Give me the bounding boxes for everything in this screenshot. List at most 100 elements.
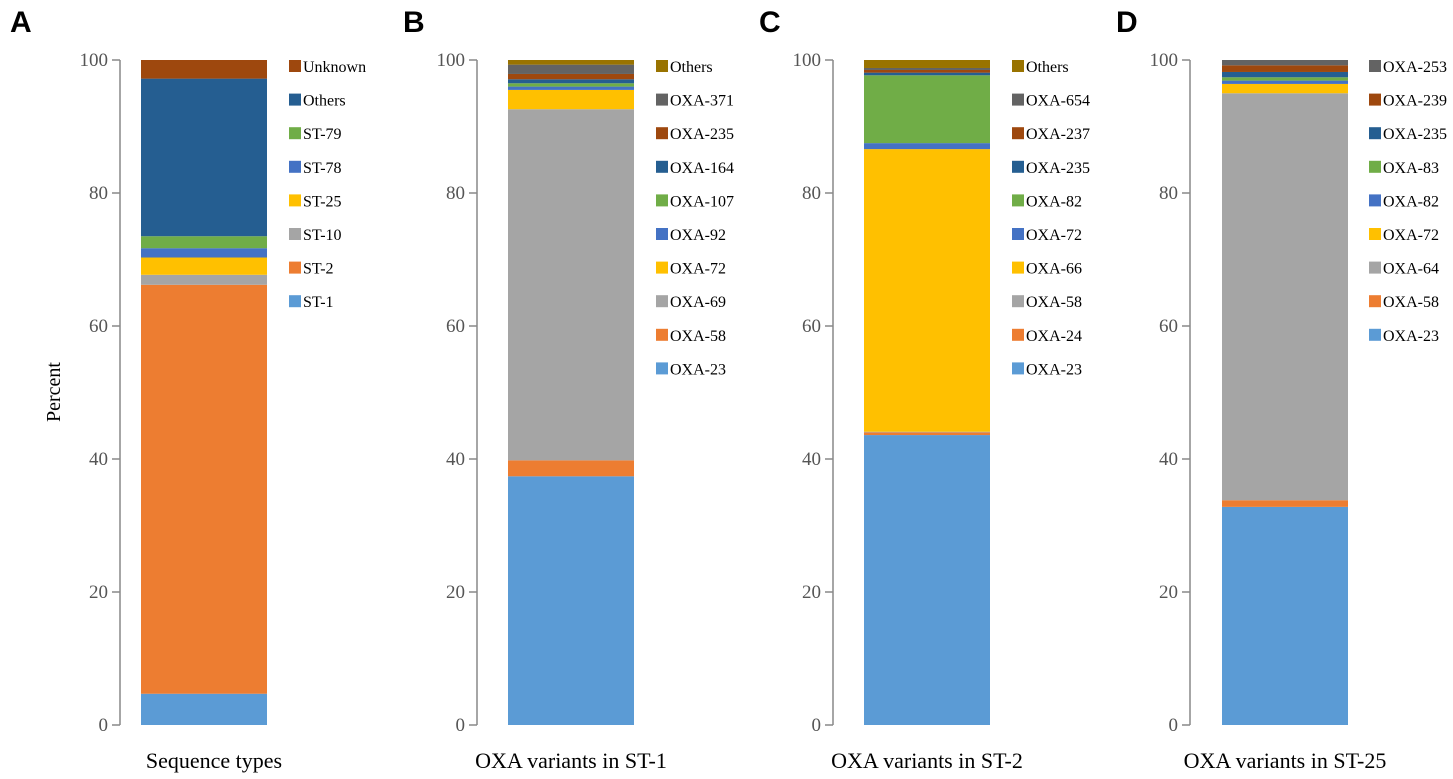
bar-segment-oxa-371	[508, 64, 634, 74]
legend-label: ST-1	[303, 294, 334, 311]
legend-swatch	[289, 127, 301, 140]
x-axis-label: OXA variants in ST-1	[475, 748, 667, 773]
bar-segment-oxa-253	[1222, 60, 1348, 66]
legend-label: OXA-69	[670, 294, 726, 311]
bar-segment-oxa-92	[508, 86, 634, 90]
legend-label: OXA-83	[1383, 160, 1439, 177]
legend-label: OXA-235	[1383, 126, 1447, 143]
bar-segment-oxa-64	[1222, 93, 1348, 501]
legend-item-st-78: ST-78	[289, 160, 342, 177]
legend-item-oxa-83: OXA-83	[1369, 160, 1439, 177]
y-tick-label: 0	[812, 715, 822, 736]
legend-swatch	[1369, 60, 1381, 72]
y-tick-label: 0	[1169, 715, 1179, 736]
y-tick-label: 60	[446, 316, 465, 337]
bar-segment-oxa-235	[864, 72, 990, 76]
y-tick-label: 100	[793, 50, 822, 71]
bar-segment-oxa-58	[1222, 500, 1348, 507]
legend-swatch	[656, 127, 668, 140]
legend-swatch	[656, 362, 668, 375]
bar-segment-oxa-82	[1222, 80, 1348, 84]
legend-swatch	[289, 160, 301, 173]
bar-segment-st-2	[141, 284, 267, 694]
bar-segment-st-25	[141, 257, 267, 275]
bar-segment-oxa-72	[1222, 83, 1348, 94]
legend-label: OXA-23	[1383, 328, 1439, 345]
panel-b: B 0 20 40 60 80 100 Others OXA-371 OXA-235 OXA-164…	[403, 6, 734, 773]
y-tick-label: 100	[80, 50, 109, 71]
legend-label: ST-79	[303, 126, 342, 143]
legend-label: OXA-23	[670, 361, 726, 378]
panel-letter: A	[10, 6, 32, 39]
legend-item-oxa-235: OXA-235	[656, 126, 734, 143]
legend-swatch	[1369, 295, 1381, 308]
y-tick-label: 40	[89, 449, 108, 470]
legend-label: Others	[303, 93, 346, 110]
legend-swatch	[656, 160, 668, 173]
legend-label: OXA-72	[670, 261, 726, 278]
y-tick-label: 80	[802, 183, 821, 204]
legend-item-oxa-72: OXA-72	[1369, 227, 1439, 244]
legend-label: ST-2	[303, 261, 334, 278]
y-tick-label: 60	[802, 316, 821, 337]
legend-label: OXA-371	[670, 93, 734, 110]
legend-item-st-10: ST-10	[289, 227, 342, 244]
legend-item-oxa-58: OXA-58	[1369, 294, 1439, 311]
legend-item-oxa-58: OXA-58	[1012, 294, 1082, 311]
legend-label: ST-78	[303, 160, 342, 177]
legend-swatch	[1012, 295, 1024, 308]
legend-swatch	[289, 194, 301, 207]
bar-segment-oxa-235	[508, 73, 634, 80]
legend-item-oxa-235: OXA-235	[1012, 160, 1090, 177]
bar-segment-oxa-164	[508, 79, 634, 84]
legend-label: OXA-92	[670, 227, 726, 244]
bar-segment-oxa-72	[864, 143, 990, 150]
legend-item-oxa-66: OXA-66	[1012, 261, 1082, 278]
y-tick-label: 40	[1159, 449, 1178, 470]
legend-item-others: Others	[656, 59, 713, 76]
legend-item-st-1: ST-1	[289, 294, 334, 311]
y-axis-label: Percent	[43, 362, 65, 422]
bar-segment-others	[141, 78, 267, 237]
legend-swatch	[1369, 160, 1381, 173]
legend-swatch	[656, 295, 668, 308]
bar-segment-oxa-23	[508, 476, 634, 725]
legend-item-oxa-64: OXA-64	[1369, 261, 1439, 278]
y-tick-label: 100	[1150, 50, 1179, 71]
legend-label: Unknown	[303, 59, 366, 76]
legend-label: OXA-72	[1026, 227, 1082, 244]
legend-item-oxa-23: OXA-23	[1012, 361, 1082, 378]
legend-label: OXA-24	[1026, 328, 1082, 345]
bar-segment-st-78	[141, 248, 267, 258]
y-tick-label: 80	[446, 183, 465, 204]
legend-item-oxa-253: OXA-253	[1369, 59, 1447, 76]
legend-item-oxa-72: OXA-72	[656, 261, 726, 278]
legend-swatch	[1012, 228, 1024, 240]
legend-swatch	[1012, 160, 1024, 173]
bar-segment-st-10	[141, 274, 267, 285]
legend-label: ST-25	[303, 193, 342, 210]
legend-item-st-79: ST-79	[289, 126, 342, 143]
bar-segment-oxa-83	[1222, 77, 1348, 81]
bar-segment-oxa-654	[864, 67, 990, 70]
legend-label: OXA-235	[670, 126, 734, 143]
legend-item-oxa-164: OXA-164	[656, 160, 734, 177]
legend-item-oxa-69: OXA-69	[656, 294, 726, 311]
y-tick-label: 100	[437, 50, 466, 71]
legend-label: OXA-58	[1383, 294, 1439, 311]
y-tick-label: 40	[446, 449, 465, 470]
legend-label: OXA-237	[1026, 126, 1090, 143]
panel-letter: C	[759, 6, 781, 39]
legend-label: OXA-58	[670, 328, 726, 345]
bar-segment-oxa-239	[1222, 65, 1348, 72]
legend-item-st-2: ST-2	[289, 261, 334, 278]
legend-swatch	[1012, 194, 1024, 207]
y-tick-label: 20	[1159, 582, 1178, 603]
legend-item-oxa-58: OXA-58	[656, 328, 726, 345]
legend-item-unknown: Unknown	[289, 59, 366, 76]
y-tick-label: 80	[89, 183, 108, 204]
legend-label: ST-10	[303, 227, 342, 244]
legend-swatch	[289, 60, 301, 72]
legend-label: OXA-64	[1383, 261, 1439, 278]
legend-swatch	[1369, 228, 1381, 240]
